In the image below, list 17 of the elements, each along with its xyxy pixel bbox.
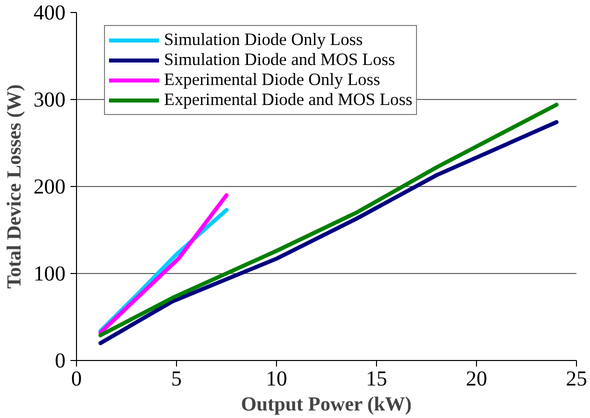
legend-label: Experimental Diode Only Loss — [164, 70, 380, 90]
y-tick-label: 400 — [34, 0, 66, 24]
y-axis-title: Total Device Losses (W) — [4, 84, 26, 289]
y-tick-label: 100 — [34, 262, 66, 286]
x-tick-label: 0 — [71, 366, 82, 390]
y-tick-label: 200 — [34, 174, 66, 198]
x-axis-title: Output Power (kW) — [240, 394, 412, 416]
x-tick-label: 25 — [566, 366, 588, 390]
legend-label: Simulation Diode and MOS Loss — [164, 50, 396, 70]
legend-label: Simulation Diode Only Loss — [164, 30, 363, 50]
x-tick-label: 20 — [466, 366, 488, 390]
x-tick-label: 10 — [266, 366, 288, 390]
y-tick-label: 0 — [54, 348, 66, 372]
x-tick-label: 5 — [171, 366, 182, 390]
y-tick-label: 300 — [34, 88, 66, 112]
legend-label: Experimental Diode and MOS Loss — [164, 90, 412, 110]
x-tick-label: 15 — [366, 366, 388, 390]
